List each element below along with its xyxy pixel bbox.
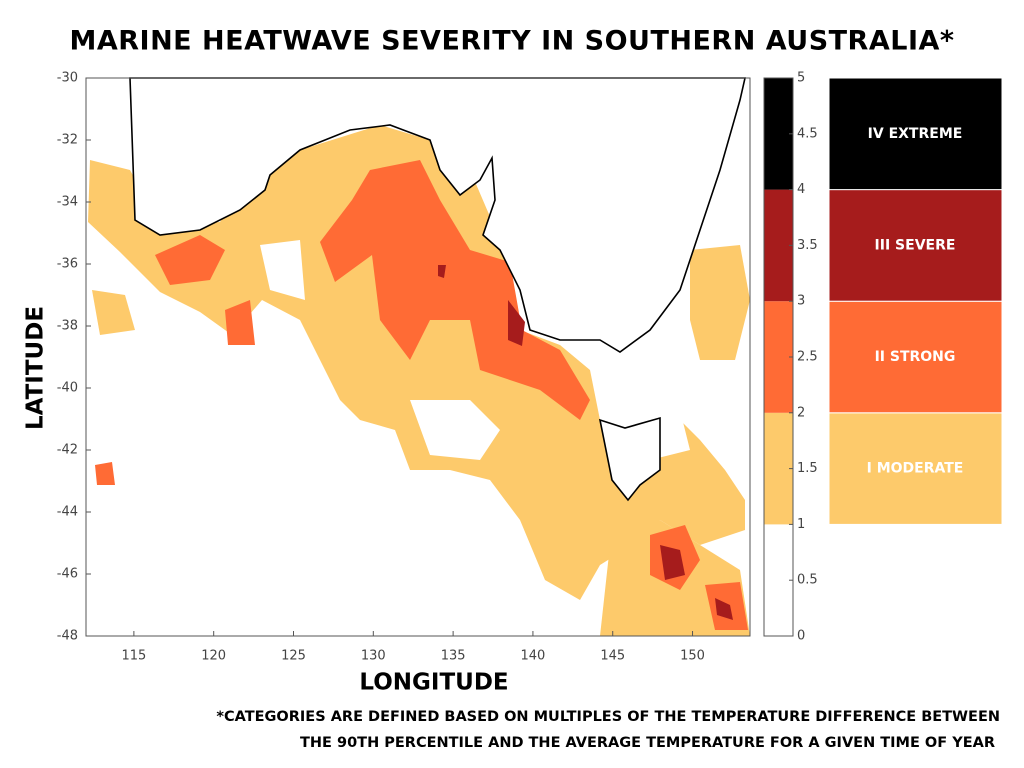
category-label: II STRONG [875,349,956,365]
category-box [828,189,1003,302]
category-label: III SEVERE [875,237,956,253]
x-tick-label: 145 [600,649,625,664]
heat-field [88,77,750,636]
category-label: IV EXTREME [868,126,963,142]
colorbar-tick-label: 5 [797,71,805,86]
x-tick-label: 150 [680,649,705,664]
colorbar-tick-label: 0.5 [797,573,818,588]
colorbar-tick-label: 2 [797,405,805,420]
y-tick-label: -44 [57,505,78,520]
y-tick-label: -36 [57,257,78,272]
y-tick-label: -38 [57,319,78,334]
x-tick-label: 135 [441,649,466,664]
colorbar-band [764,524,793,636]
colorbar-tick-label: 2.5 [797,350,818,365]
colorbar-band [764,301,793,413]
colorbar-tick-label: 4.5 [797,126,818,141]
x-axis-label: LONGITUDE [359,670,508,696]
y-axis-label: LATITUDE [23,306,49,430]
category-box [828,412,1003,525]
colorbar-tick-label: 4 [797,182,805,197]
colorbar-band [764,189,793,302]
x-tick-label: 140 [521,649,546,664]
chart-title: MARINE HEATWAVE SEVERITY IN SOUTHERN AUS… [69,26,954,57]
footnote: *CATEGORIES ARE DEFINED BASED ON MULTIPL… [216,709,1000,725]
colorbar-band [764,78,793,190]
y-tick-label: -42 [57,443,78,458]
footnote: THE 90TH PERCENTILE AND THE AVERAGE TEMP… [300,735,995,751]
moderate-region [88,125,745,600]
colorbar-band [764,412,793,525]
colorbar-tick-label: 1.5 [797,461,818,476]
category-box [828,300,1003,414]
x-tick-label: 115 [121,649,146,664]
land [129,77,747,353]
tasmania [598,416,661,502]
y-tick-label: -34 [57,195,78,210]
colorbar-tick-label: 1 [797,517,805,532]
category-box [828,77,1003,191]
y-tick-label: -32 [57,133,78,148]
colorbar-tick-label: 0 [797,629,805,644]
x-tick-label: 120 [201,649,226,664]
y-tick-label: -48 [57,629,78,644]
moderate-region [690,245,750,360]
colorbar-tick-label: 3.5 [797,238,818,253]
y-tick-label: -30 [57,71,78,86]
strong-region [320,160,590,420]
x-tick-label: 125 [281,649,306,664]
moderate-region [92,290,135,335]
y-tick-label: -40 [57,381,78,396]
plot-frame [85,77,751,637]
colorbar-tick-label: 3 [797,294,805,309]
y-tick-label: -46 [57,567,78,582]
category-label: I MODERATE [867,461,964,477]
x-tick-label: 130 [361,649,386,664]
